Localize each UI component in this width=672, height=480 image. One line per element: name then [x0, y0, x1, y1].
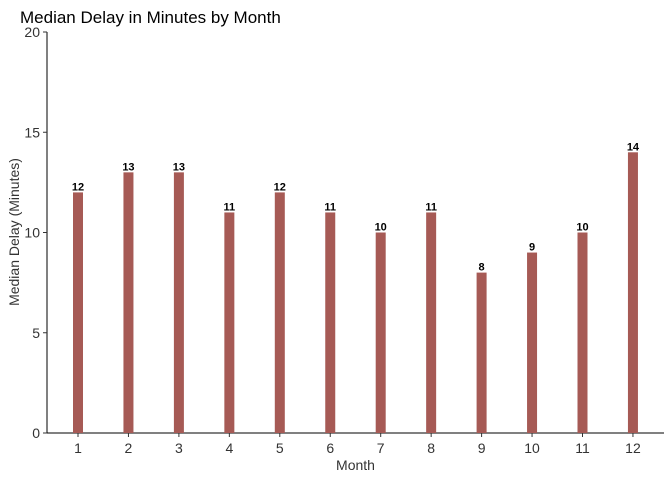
- data-label: 11: [425, 201, 437, 213]
- bar: [174, 172, 184, 433]
- x-tick-label: 7: [377, 440, 385, 456]
- data-label: 10: [375, 222, 387, 234]
- x-tick-label: 8: [427, 440, 435, 456]
- y-axis-title: Median Delay (Minutes): [6, 158, 22, 306]
- bar: [224, 212, 234, 433]
- bar: [325, 212, 335, 433]
- data-labels-group: 12 13 13 11 12 11 10 11 8 9 10 14: [72, 141, 640, 273]
- x-tick-label: 9: [478, 440, 486, 456]
- bar: [275, 192, 285, 433]
- bar: [123, 172, 133, 433]
- data-label: 11: [324, 201, 336, 213]
- x-tick-label: 5: [276, 440, 284, 456]
- x-tick-label: 10: [524, 440, 540, 456]
- x-axis: 1 2 3 4 5 6 7 8 9 10 11 12: [47, 433, 664, 456]
- bar: [628, 152, 638, 433]
- y-axis: 0 5 10 15 20: [24, 24, 47, 441]
- x-axis-title: Month: [336, 457, 375, 473]
- data-label: 14: [627, 141, 640, 153]
- y-tick-label: 15: [24, 124, 40, 140]
- bar: [73, 192, 83, 433]
- data-label: 12: [72, 181, 84, 193]
- bar: [426, 212, 436, 433]
- x-tick-label: 2: [125, 440, 133, 456]
- x-tick-label: 6: [326, 440, 334, 456]
- y-tick-label: 0: [32, 425, 40, 441]
- x-tick-label: 11: [575, 440, 590, 456]
- x-tick-label: 1: [74, 440, 82, 456]
- bar: [578, 233, 588, 434]
- chart-title: Median Delay in Minutes by Month: [20, 8, 281, 27]
- data-label: 13: [173, 161, 185, 173]
- data-label: 13: [122, 161, 134, 173]
- bar: [477, 273, 487, 433]
- data-label: 10: [576, 222, 588, 234]
- y-tick-label: 5: [32, 325, 40, 341]
- x-tick-label: 12: [625, 440, 641, 456]
- data-label: 12: [274, 181, 286, 193]
- data-label: 8: [479, 262, 485, 274]
- x-tick-label: 4: [225, 440, 233, 456]
- data-label: 9: [529, 242, 535, 254]
- y-tick-label: 10: [24, 225, 40, 241]
- bars-group: [73, 152, 638, 433]
- bar: [376, 233, 386, 434]
- bar: [527, 253, 537, 433]
- x-tick-label: 3: [175, 440, 183, 456]
- y-tick-label: 20: [24, 24, 40, 40]
- data-label: 11: [224, 201, 236, 213]
